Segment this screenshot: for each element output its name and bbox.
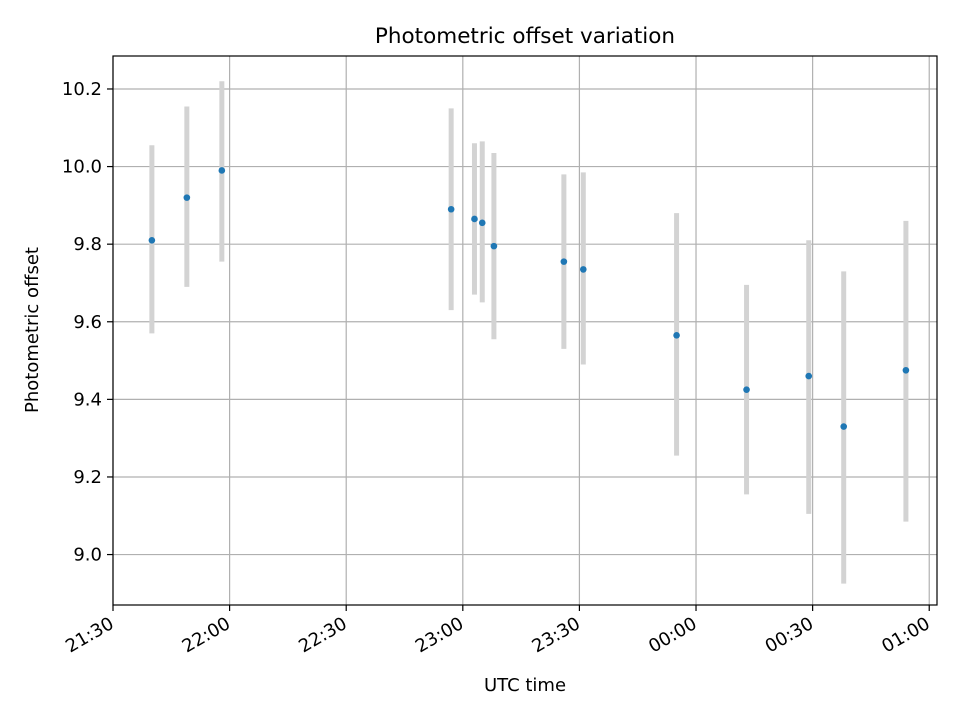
data-point [148,236,156,244]
data-point [183,194,191,201]
y-tick-label: 9.0 [73,545,102,566]
data-point [743,386,750,393]
data-point [478,219,486,227]
data-point [673,332,680,339]
y-axis-label: Photometric offset [22,247,43,413]
gridlines [112,56,937,605]
data-point [218,167,226,174]
data-point [447,205,455,213]
y-tick-label: 10.0 [62,157,102,178]
data-points [148,167,910,430]
data-point [840,423,848,430]
chart-title: Photometric offset variation [375,24,675,49]
data-point [805,372,813,380]
data-point [490,242,498,250]
x-axis-label: UTC time [484,675,566,696]
data-point [902,366,910,374]
y-tick-label: 9.8 [73,234,102,255]
y-tick-label: 9.6 [73,312,102,333]
plot-frame [112,55,938,606]
y-tick-label: 9.4 [73,389,102,410]
y-tick-label: 10.2 [62,79,102,100]
data-point [560,258,568,265]
data-point [471,215,478,223]
data-point [580,266,587,273]
y-tick-label: 9.2 [73,467,102,488]
y-axis-ticks: 9.0 9.2 9.4 9.6 9.8 10.0 10.2 [62,79,113,566]
